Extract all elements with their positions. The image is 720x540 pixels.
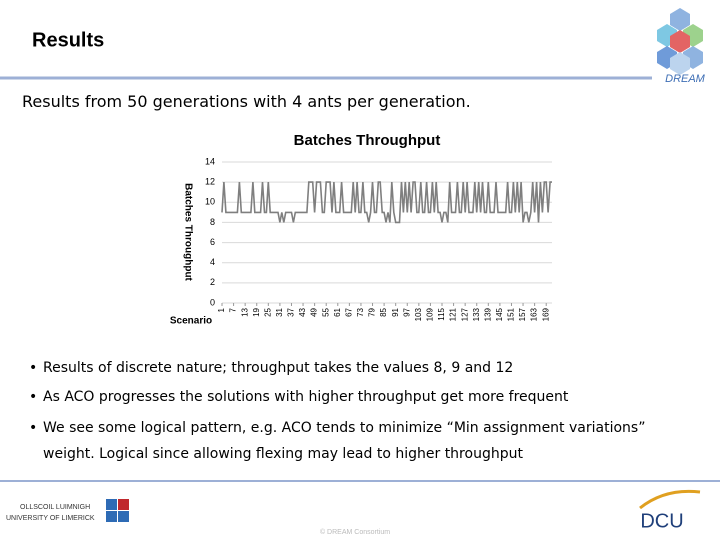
subtitle: Results from 50 generations with 4 ants … (22, 92, 471, 111)
x-tick-label: 151 (507, 307, 516, 321)
x-tick-label: 103 (414, 307, 423, 321)
x-tick-label: 157 (518, 307, 527, 321)
ul-text: OLLSCOIL LUIMNIGH (20, 504, 90, 511)
x-tick-label: 19 (252, 307, 261, 316)
ul-logo (106, 499, 129, 522)
x-axis-label: Scenario (170, 316, 212, 327)
x-tick-label: 169 (541, 307, 550, 321)
x-tick-label: 139 (483, 307, 492, 321)
x-tick-label: 91 (391, 307, 400, 316)
y-tick-label: 14 (205, 156, 215, 166)
y-tick-label: 4 (210, 257, 215, 267)
x-tick-label: 121 (449, 307, 458, 321)
data-line (221, 181, 552, 224)
y-tick-label: 8 (210, 217, 215, 227)
dcu-logo: DCU (640, 510, 683, 532)
x-tick-label: 73 (356, 307, 365, 316)
logo-text: DREAM (665, 73, 706, 85)
x-tick-label: 145 (495, 307, 504, 321)
dcu-swoosh (639, 489, 701, 510)
x-tick-label: 79 (368, 307, 377, 316)
y-tick-label: 6 (210, 237, 215, 247)
x-tick-label: 85 (379, 307, 388, 316)
y-tick-label: 0 (210, 297, 215, 307)
x-tick-label: 163 (530, 307, 539, 321)
y-tick-label: 2 (210, 277, 215, 287)
chart-title: Batches Throughput (294, 132, 441, 149)
x-tick-label: 67 (344, 307, 353, 316)
x-tick-label: 1 (217, 307, 226, 312)
x-tick-label: 49 (310, 307, 319, 316)
dream-logo (657, 8, 703, 75)
x-tick-label: 55 (321, 307, 330, 316)
ul-text: UNIVERSITY OF LIMERICK (6, 515, 95, 522)
x-tick-label: 31 (275, 307, 284, 316)
x-tick-label: 7 (229, 307, 238, 312)
x-tick-label: 133 (472, 307, 481, 321)
x-tick-label: 61 (333, 307, 342, 316)
x-tick-label: 25 (263, 307, 272, 316)
x-tick-label: 127 (460, 307, 469, 321)
y-axis-label: Batches Throughput (182, 183, 193, 281)
bullet: Results of discrete nature; throughput t… (29, 355, 688, 381)
x-tick-label: 97 (402, 307, 411, 316)
x-tick-label: 13 (240, 307, 249, 316)
x-tick-label: 109 (426, 307, 435, 321)
x-tick-label: 43 (298, 307, 307, 316)
x-tick-label: 37 (287, 307, 296, 316)
copyright: © DREAM Consortium (320, 528, 390, 536)
y-tick-label: 12 (205, 177, 215, 187)
x-tick-label: 115 (437, 307, 446, 320)
bullet: We see some logical pattern, e.g. ACO te… (29, 415, 688, 467)
slide-title: Results (32, 29, 104, 51)
bullet: As ACO progresses the solutions with hig… (29, 384, 688, 410)
y-tick-label: 10 (205, 197, 215, 207)
